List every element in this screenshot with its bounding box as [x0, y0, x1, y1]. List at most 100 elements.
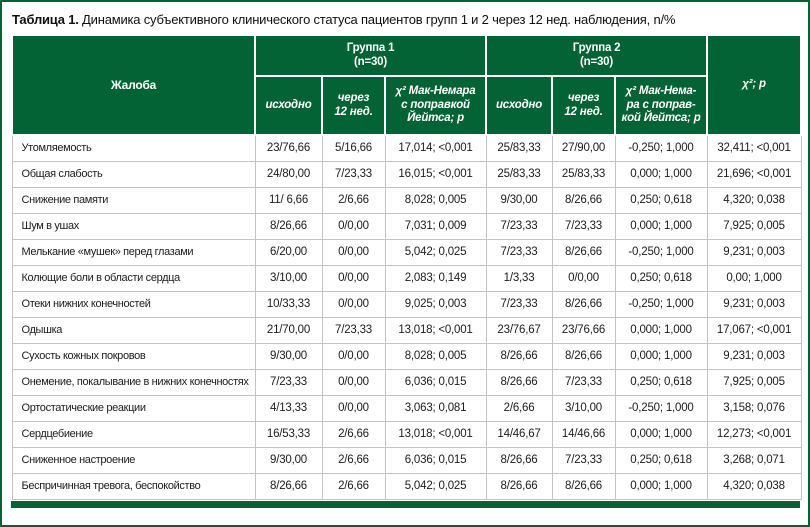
- g1-12week-cell: 7/23,33: [321, 316, 386, 344]
- g2-baseline-cell: 8/26,66: [485, 342, 553, 370]
- g1-12week-cell: 0/0,00: [321, 368, 386, 396]
- g2-mcnemar-cell: 0,250; 0,618: [614, 264, 708, 292]
- g1-mcnemar-cell: 3,063; 0,081: [384, 394, 487, 422]
- header-row-groups: Жалоба Группа 1 (n=30) Группа 2 (n=30) χ…: [11, 34, 803, 136]
- g2-mcnemar-header: χ² Мак-Нема- ра с поправ- кой Йейтса; p: [614, 75, 709, 136]
- g2-12week-cell: 7/23,33: [551, 368, 616, 396]
- chi2-p-cell: 17,067; <0,001: [706, 316, 802, 344]
- g1-mcnemar-cell: 13,018; <0,001: [384, 316, 487, 344]
- g1-mcnemar-cell: 13,018; <0,001: [384, 420, 487, 448]
- g2-12week-cell: 8/26,66: [551, 342, 616, 370]
- g2-mcnemar-cell: -0,250; 1,000: [614, 394, 708, 422]
- g1-mcnemar-cell: 17,014; <0,001: [384, 134, 487, 162]
- g2-baseline-cell: 7/23,33: [485, 290, 553, 318]
- table-row: Мелькание «мушек» перед глазами 6/20,00 …: [11, 238, 802, 266]
- g2-12week-cell: 8/26,66: [551, 238, 616, 266]
- complaint-cell: Отеки нижних конечностей: [11, 290, 256, 318]
- table-row: Сниженное настроение 9/30,00 2/6,66 6,03…: [11, 446, 802, 474]
- chi2-p-cell: 4,320; 0,038: [706, 186, 802, 214]
- table-row: Отеки нижних конечностей 10/33,33 0/0,00…: [11, 290, 802, 318]
- chi2-p-cell: 3,158; 0,076: [706, 394, 802, 422]
- chi2-p-cell: 3,268; 0,071: [706, 446, 802, 474]
- group2-header: Группа 2 (n=30): [485, 34, 709, 77]
- complaint-cell: Снижение памяти: [11, 186, 256, 214]
- complaint-cell: Сниженное настроение: [11, 446, 256, 474]
- g2-baseline-cell: 2/6,66: [485, 394, 553, 422]
- g2-12week-header: через 12 нед.: [551, 75, 617, 136]
- g1-mcnemar-cell: 9,025; 0,003: [384, 290, 487, 318]
- g1-12week-cell: 0/0,00: [321, 264, 386, 292]
- g1-12week-header: через 12 нед.: [321, 75, 386, 136]
- g2-baseline-cell: 9/30,00: [485, 186, 553, 214]
- table-row: Ортостатические реакции 4/13,33 0/0,00 3…: [11, 394, 802, 422]
- complaint-cell: Утомляемость: [11, 134, 256, 162]
- clinical-status-table: Жалоба Группа 1 (n=30) Группа 2 (n=30) χ…: [11, 34, 803, 500]
- g2-mcnemar-cell: 0,250; 0,618: [614, 186, 708, 214]
- g1-baseline-cell: 21/70,00: [254, 316, 323, 344]
- g2-mcnemar-cell: -0,250; 1,000: [614, 134, 708, 162]
- g1-mcnemar-header: χ² Мак-Немара с поправкой Йейтса; p: [383, 75, 488, 136]
- g2-12week-cell: 8/26,66: [551, 186, 616, 214]
- g2-12week-cell: 8/26,66: [551, 472, 616, 500]
- table-footer-bar: [11, 500, 800, 508]
- chi2-p-column-header: χ²; p: [706, 34, 803, 136]
- g2-12week-cell: 25/83,33: [551, 160, 616, 188]
- g1-mcnemar-cell: 6,036; 0,015: [384, 368, 487, 396]
- g2-12week-cell: 7/23,33: [551, 446, 616, 474]
- complaint-cell: Онемение, покалывание в нижних конечност…: [11, 368, 256, 396]
- table-row: Одышка 21/70,00 7/23,33 13,018; <0,001 2…: [11, 316, 802, 344]
- g1-baseline-header: исходно: [254, 75, 323, 136]
- g1-mcnemar-cell: 5,042; 0,025: [384, 472, 487, 500]
- chi2-p-cell: 12,273; <0,001: [706, 420, 802, 448]
- table-header: Жалоба Группа 1 (n=30) Группа 2 (n=30) χ…: [11, 34, 803, 136]
- g1-baseline-cell: 8/26,66: [254, 472, 323, 500]
- g2-12week-cell: 7/23,33: [551, 212, 616, 240]
- chi2-p-cell: 32,411; <0,001: [706, 134, 802, 162]
- complaint-cell: Сердцебиение: [11, 420, 256, 448]
- complaint-cell: Беспричинная тревога, беспокойство: [11, 472, 256, 500]
- g1-12week-cell: 0/0,00: [321, 290, 386, 318]
- complaint-cell: Ортостатические реакции: [11, 394, 256, 422]
- g2-12week-cell: 23/76,66: [551, 316, 616, 344]
- table-caption-text: Динамика субъективного клинического стат…: [78, 12, 676, 27]
- g1-12week-cell: 0/0,00: [321, 238, 386, 266]
- table-caption: Таблица 1. Динамика субъективного клинич…: [12, 12, 799, 27]
- g2-baseline-cell: 25/83,33: [485, 134, 553, 162]
- g2-mcnemar-cell: 0,000; 1,000: [614, 342, 708, 370]
- g2-12week-cell: 3/10,00: [551, 394, 616, 422]
- complaint-cell: Общая слабость: [11, 160, 256, 188]
- g2-baseline-header: исходно: [485, 75, 554, 136]
- g1-baseline-cell: 8/26,66: [254, 212, 323, 240]
- g1-mcnemar-cell: 8,028; 0,005: [384, 342, 487, 370]
- g1-baseline-cell: 24/80,00: [254, 160, 323, 188]
- g2-12week-cell: 14/46,66: [551, 420, 616, 448]
- g1-baseline-cell: 3/10,00: [254, 264, 323, 292]
- g1-baseline-cell: 4/13,33: [254, 394, 323, 422]
- table-row: Беспричинная тревога, беспокойство 8/26,…: [11, 472, 802, 500]
- g2-baseline-cell: 25/83,33: [485, 160, 553, 188]
- table-caption-label: Таблица 1.: [12, 12, 79, 27]
- g2-mcnemar-cell: 0,250; 0,618: [614, 446, 708, 474]
- g1-baseline-cell: 11/ 6,66: [254, 186, 323, 214]
- table-row: Общая слабость 24/80,00 7/23,33 16,015; …: [11, 160, 802, 188]
- table-row: Онемение, покалывание в нижних конечност…: [11, 368, 802, 396]
- g1-mcnemar-cell: 6,036; 0,015: [384, 446, 487, 474]
- g2-baseline-cell: 7/23,33: [485, 212, 553, 240]
- g2-baseline-cell: 7/23,33: [485, 238, 553, 266]
- g2-baseline-cell: 1/3,33: [485, 264, 553, 292]
- g1-baseline-cell: 10/33,33: [254, 290, 323, 318]
- g2-mcnemar-cell: 0,000; 1,000: [614, 212, 708, 240]
- g1-12week-cell: 0/0,00: [321, 394, 386, 422]
- complaint-cell: Одышка: [11, 316, 256, 344]
- g1-mcnemar-cell: 8,028; 0,005: [384, 186, 487, 214]
- g2-baseline-cell: 8/26,66: [485, 446, 553, 474]
- g2-mcnemar-cell: 0,000; 1,000: [614, 472, 708, 500]
- g1-baseline-cell: 7/23,33: [254, 368, 323, 396]
- chi2-p-cell: 7,925; 0,005: [706, 368, 802, 396]
- g2-baseline-cell: 23/76,67: [485, 316, 553, 344]
- complaint-cell: Мелькание «мушек» перед глазами: [11, 238, 256, 266]
- g1-mcnemar-cell: 2,083; 0,149: [384, 264, 487, 292]
- table-row: Снижение памяти 11/ 6,66 2/6,66 8,028; 0…: [11, 186, 802, 214]
- g2-baseline-cell: 8/26,66: [485, 368, 553, 396]
